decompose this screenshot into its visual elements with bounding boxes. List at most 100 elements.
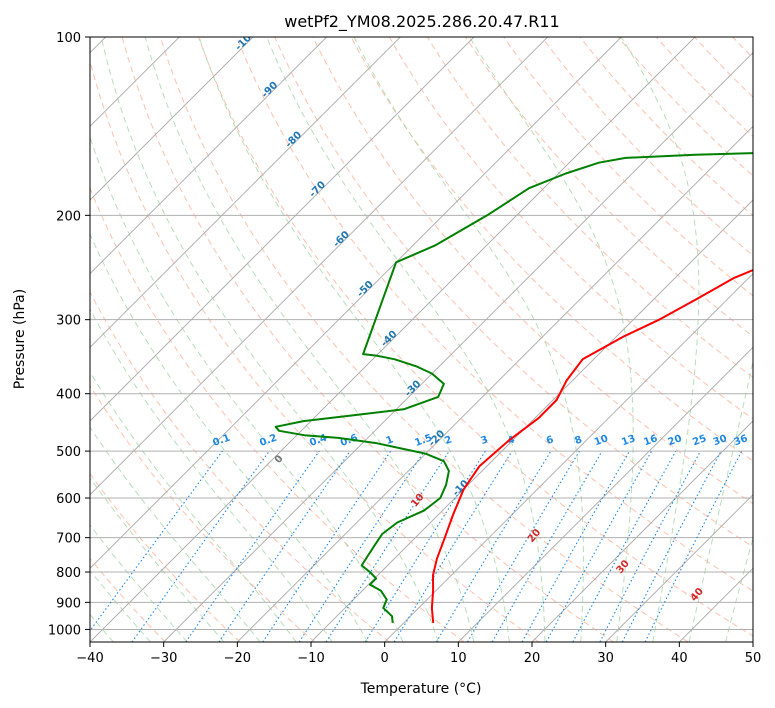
mixing-ratio-line [262,450,392,642]
x-tick-label: −10 [297,651,324,666]
mixing-ratio-label: 8 [573,434,583,447]
mixing-ratio-line [90,450,223,632]
moist-adiabat-line [90,308,333,642]
dry-adiabat-line [90,472,241,642]
dry-adiabat-line [350,37,753,462]
isotherm-gridline [236,125,753,642]
x-tick-label: 10 [450,651,467,666]
mixing-ratio-line [644,450,743,642]
moist-adiabat-line [90,476,225,642]
y-tick-label: 700 [56,532,81,547]
x-tick-label: −40 [76,651,103,666]
dry-adiabat-line [159,37,689,642]
mixing-ratio-label: 4 [506,434,516,447]
mixing-ratio-line [185,450,320,642]
isotherm-gridline [90,37,254,201]
x-tick-label: 40 [671,651,688,666]
dry-adiabat-line [388,37,753,420]
mixing-ratio-label: 20 [667,433,684,448]
x-tick-label: −20 [224,651,251,666]
mixing-ratio-label: 16 [642,433,659,448]
dry-adiabat-line [90,186,465,642]
mixing-ratio-label: 6 [545,434,555,447]
mixing-ratio-label: 13 [620,433,637,448]
mixing-ratio-line [218,450,351,642]
mixing-ratio-line [393,450,513,642]
isotherm-gridline [90,37,696,642]
mixing-ratio-label: 1 [385,434,395,447]
y-tick-label: 1000 [48,623,81,638]
dry-adiabat-line [503,37,753,297]
mixing-ratio-label: 2 [443,434,453,447]
background-lines [90,37,753,642]
dry-adiabat-line [465,37,753,338]
moist-adiabat-line [90,426,261,642]
moist-adiabat-line [90,524,188,642]
dry-adiabat-line [426,37,753,379]
x-tick-label: 50 [745,651,762,666]
y-tick-label: 100 [56,31,81,46]
mixing-ratio-line [545,450,653,642]
moist-adiabat-line [90,135,404,642]
dry-adiabat-line [90,59,540,642]
dry-adiabat-line [121,37,614,642]
y-tick-label: 800 [56,566,81,581]
y-tick-label: 500 [56,445,81,460]
moist-adiabat-line [266,37,546,642]
x-tick-label: 20 [524,651,541,666]
isotherm-gridline [163,51,753,642]
y-axis-title: Pressure (hPa) [12,289,28,389]
dry-adiabat-line [274,37,753,548]
moist-adiabat-line [90,569,151,642]
y-tick-label: 900 [56,596,81,611]
moist-adiabat-line [90,370,297,642]
mixing-ratio-label: 25 [691,433,708,448]
x-tick-label: −30 [150,651,177,666]
mixing-ratio-line [521,450,630,642]
moist-adiabat-line [198,37,510,642]
isotherm-gridline [531,420,753,642]
moist-adiabat-line [90,232,369,642]
mixing-ratio-line [325,450,450,642]
isotherm-gridline [90,37,622,570]
mixing-ratio-label: 3 [479,434,489,447]
y-tick-label: 600 [56,492,81,507]
series-lines [274,152,753,624]
isotherm-gridline [90,37,549,496]
isotherm-gridline [90,37,475,422]
y-tick-label: 300 [56,314,81,329]
moist-adiabat-line [144,37,475,642]
mixing-ratio-label: 30 [712,433,729,448]
x-tick-label: 30 [597,651,614,666]
moist-adiabat-line [688,358,753,642]
isotherm-gridline [310,199,753,642]
dry-adiabat-line [236,37,753,592]
dry-adiabat-line [90,384,316,642]
dry-adiabat-line [312,37,753,505]
moist-adiabat-line [100,37,439,642]
isotherm-gridline [90,37,328,275]
isotherm-gridline [384,272,753,642]
mixing-ratio-line [298,450,425,642]
moist-adiabat-line [725,536,753,642]
y-tick-label: 200 [56,209,81,224]
isotherm-gridline [605,493,753,642]
y-tick-label: 400 [56,388,81,403]
mixing-ratio-line [131,450,270,642]
dewpoint-profile-line [274,152,753,624]
moist-adiabat-line [620,37,700,642]
mixing-ratio-line [572,450,677,642]
mixing-ratio-label: 36 [733,433,750,448]
isotherm-gridline [457,346,753,642]
x-tick-label: 0 [381,651,389,666]
temperature-profile-line [430,268,753,623]
mixing-ratio-label: 10 [593,433,610,448]
chart-title: wetPf2_YM08.2025.286.20.47.R11 [284,12,559,32]
isotherm-gridline [90,37,401,349]
plot-frame [89,36,754,643]
x-axis-title: Temperature (°C) [360,681,482,697]
axis-ticks: −40 −30 −20 −10 0 10 20 30 40 50 100 200 300 400 500 60… [48,31,761,666]
moist-adiabat-line [353,37,584,642]
